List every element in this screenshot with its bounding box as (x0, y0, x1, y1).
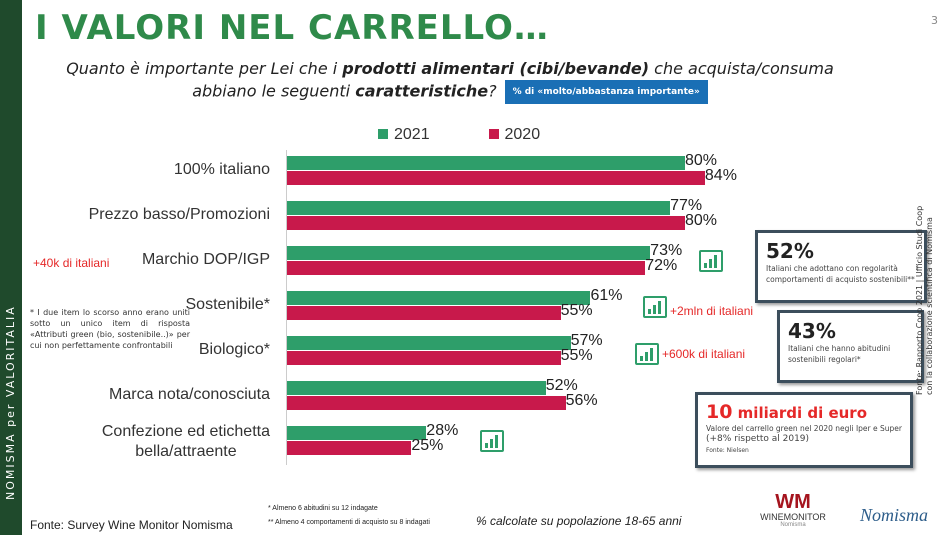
data-label: 55% (560, 302, 593, 319)
data-label: 28% (426, 422, 459, 439)
bar-2020 (287, 396, 566, 410)
stat-text: Italiani che adottano con regolarità com… (766, 264, 915, 284)
winemonitor-logo: WM WINEMONITOR Nomisma (760, 491, 826, 528)
data-label: 84% (704, 167, 737, 184)
data-label: 80% (685, 212, 718, 229)
annotation-sostenibile: +2mln di italiani (670, 304, 754, 318)
metric-badge: % di «molto/abbastanza importante» (504, 80, 708, 104)
stat-value: 43% (788, 319, 836, 343)
question-bold: prodotti alimentari (cibi/bevande) (342, 59, 650, 78)
annotation-dop: +40k di italiani (33, 256, 110, 270)
data-label: 72% (645, 257, 678, 274)
sidebar: NOMISMA per VALORITALIA (0, 0, 22, 535)
bar-2021 (287, 291, 591, 305)
stat-box-52: 52% Italiani che adottano con regolarità … (755, 230, 927, 303)
question-text: ? (488, 81, 497, 101)
bar-2021 (287, 246, 651, 260)
bar-2020 (287, 441, 412, 455)
bar-2020 (287, 351, 561, 365)
stat-text: (+8% rispetto al 2019) (706, 434, 810, 444)
data-label: 57% (570, 332, 603, 349)
category-label: Biologico* (198, 341, 270, 358)
legend-label: 2020 (504, 126, 541, 143)
bar-2021 (287, 426, 427, 440)
stat-text: Valore del carrello green nel 2020 negli… (706, 424, 902, 433)
bar-2021 (287, 381, 546, 395)
legend-swatch-2021 (378, 129, 388, 139)
footer-calc-note: % calcolate su popolazione 18-65 anni (476, 514, 682, 528)
data-label: 77% (670, 197, 703, 214)
data-label: 55% (560, 347, 593, 364)
bar-2021 (287, 336, 571, 350)
growth-chart-icon (635, 343, 659, 365)
stat-box-43: 43% Italiani che hanno abitudini sostenib… (777, 310, 924, 383)
side-source: Fonte: Rapporto Coop 2021 | Ufficio Stud… (915, 206, 935, 395)
question-text: Quanto è importante per Lei che i (66, 59, 343, 78)
question: Quanto è importante per Lei che i prodot… (40, 58, 860, 104)
question-text: che acquista/consuma abbiano le seguenti (192, 59, 834, 101)
annotation-biologico: +600k di italiani (662, 347, 746, 361)
page-number: 3 (931, 14, 938, 27)
bar-2021 (287, 201, 671, 215)
bar-2020 (287, 306, 561, 320)
legend-label: 2021 (394, 126, 430, 143)
stat-box-green-cart: 10 miliardi di euro Valore del carrello g… (695, 392, 913, 468)
stat-text: Italiani che hanno abitudini sostenibili… (788, 344, 891, 364)
stat-unit: miliardi di euro (732, 404, 868, 422)
bar-2020 (287, 216, 685, 230)
growth-chart-icon (699, 250, 723, 272)
side-source-line: Fonte: Rapporto Coop 2021 | Ufficio Stud… (915, 205, 924, 395)
footnote-green-items: * I due item lo scorso anno erano uniti … (30, 308, 190, 350)
data-label: 56% (565, 392, 598, 409)
growth-chart-icon (480, 430, 504, 452)
side-source-line: con la collaborazione scientifica di Nom… (925, 217, 934, 395)
growth-chart-icon (643, 296, 667, 318)
bar-2020 (287, 171, 705, 185)
stat-value: 52% (766, 239, 814, 263)
question-bold: caratteristiche (355, 81, 489, 101)
stat-source: Fonte: Nielsen (706, 447, 749, 454)
data-label: 25% (411, 437, 444, 454)
sidebar-label: NOMISMA per VALORITALIA (4, 305, 17, 500)
footer-note-2: ** Almeno 4 comportamenti di acquisto su… (268, 519, 430, 526)
page-title: I VALORI NEL CARRELLO… (35, 8, 549, 48)
data-label: 52% (545, 377, 578, 394)
category-label: Sostenibile* (185, 296, 271, 313)
bar-2021 (287, 156, 685, 170)
category-label: 100% italiano (173, 161, 270, 178)
category-label: Marca nota/conosciuta (109, 386, 270, 403)
bar-2020 (287, 261, 646, 275)
data-label: 73% (650, 242, 683, 259)
category-label: Prezzo basso/Promozioni (88, 206, 270, 223)
footer-note-1: * Almeno 6 abitudini su 12 indagate (268, 505, 378, 512)
data-label: 80% (685, 152, 718, 169)
category-label: Marchio DOP/IGP (141, 251, 270, 268)
legend-swatch-2020 (488, 129, 499, 139)
nomisma-logo: Nomisma (860, 505, 929, 525)
category-label: Confezione ed etichetta bella/attraente (101, 423, 270, 460)
legend: 2021 2020 (378, 126, 540, 144)
stat-value: 10 (706, 401, 733, 423)
footer-source: Fonte: Survey Wine Monitor Nomisma (30, 518, 233, 532)
data-label: 61% (590, 287, 623, 304)
axis-line (286, 150, 287, 465)
